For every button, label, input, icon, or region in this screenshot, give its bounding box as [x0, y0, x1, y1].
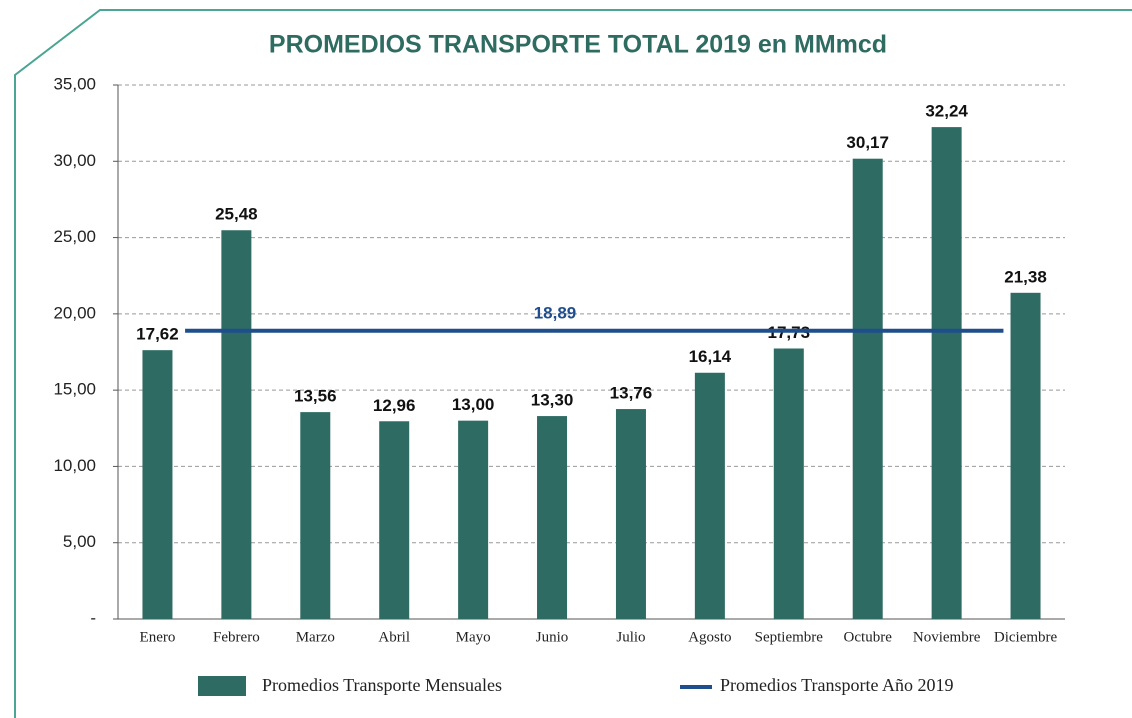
- x-tick-label: Mayo: [456, 629, 491, 645]
- frame: [14, 9, 1132, 718]
- y-tick-label: 10,00: [53, 456, 96, 475]
- legend-label: Promedios Transporte Año 2019: [720, 675, 954, 695]
- bar: [379, 421, 410, 619]
- x-tick-label: Abril: [378, 629, 410, 645]
- y-tick-label: -: [90, 608, 96, 627]
- y-tick-label: 5,00: [63, 532, 96, 551]
- value-label: 21,38: [1004, 267, 1047, 286]
- value-label: 25,48: [215, 205, 258, 224]
- x-tick-label: Febrero: [213, 629, 260, 645]
- value-label: 13,30: [531, 391, 574, 410]
- x-tick-label: Marzo: [296, 629, 335, 645]
- bar: [458, 420, 489, 619]
- value-label: 30,17: [846, 133, 889, 152]
- y-tick-label: 25,00: [53, 227, 96, 246]
- value-label: 13,76: [610, 384, 653, 403]
- y-tick-label: 30,00: [53, 151, 96, 170]
- bar: [537, 416, 568, 619]
- x-tick-label: Octubre: [844, 629, 893, 645]
- y-tick-label: 20,00: [53, 303, 96, 322]
- bar: [773, 348, 804, 619]
- x-tick-label: Agosto: [688, 629, 731, 645]
- x-tick-label: Junio: [536, 629, 569, 645]
- bar: [694, 372, 725, 619]
- x-tick-label: Diciembre: [994, 629, 1058, 645]
- legend-label: Promedios Transporte Mensuales: [262, 675, 502, 695]
- legend-swatch: [198, 676, 246, 696]
- reference-label: 18,89: [534, 303, 577, 322]
- bar: [615, 409, 646, 619]
- value-label: 17,62: [136, 325, 179, 344]
- bar: [931, 127, 962, 619]
- value-label: 16,14: [689, 347, 732, 366]
- bar: [852, 158, 883, 619]
- x-tick-label: Julio: [616, 629, 645, 645]
- bar: [221, 230, 252, 620]
- bar: [142, 350, 173, 619]
- value-label: 13,00: [452, 395, 495, 414]
- x-tick-label: Enero: [140, 629, 176, 645]
- y-tick-label: 35,00: [53, 74, 96, 93]
- value-label: 12,96: [373, 396, 416, 415]
- bar: [1010, 292, 1041, 619]
- x-tick-label: Noviembre: [913, 629, 981, 645]
- value-label: 13,56: [294, 387, 337, 406]
- x-tick-label: Septiembre: [755, 629, 824, 645]
- y-tick-label: 15,00: [53, 380, 96, 399]
- chart-title: PROMEDIOS TRANSPORTE TOTAL 2019 en MMmcd: [269, 31, 887, 59]
- bar: [300, 412, 331, 619]
- value-label: 32,24: [925, 102, 968, 121]
